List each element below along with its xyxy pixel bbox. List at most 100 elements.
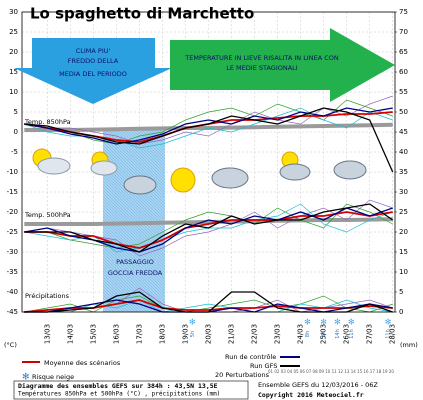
y-tick-label: 30 [9,8,18,16]
y2-tick-label: 10 [399,268,408,276]
y-tick-label: 15 [9,68,18,76]
y2-tick-label: 25 [399,208,408,216]
panel-label: Temp. 500hPa [24,211,71,219]
perturbation-line [24,299,393,313]
cloud-icon [90,160,118,176]
y-unit: (°C) [4,341,17,349]
lines [24,95,394,313]
y2-tick-label: 0 [399,308,403,316]
x-tick-label: 14/03 [66,324,74,344]
series-line [24,107,394,173]
cloud-icon [123,175,157,195]
snow-label: 14h [335,329,341,339]
y2-tick-label: 5 [399,288,403,296]
snow-marker: ✻ [320,318,327,327]
cloud-icon [37,157,71,175]
perturbation-line [24,107,393,149]
snow-marker: ✻ [189,318,196,327]
y2-tick-label: 50 [399,108,408,116]
cloud-icon [279,163,311,181]
x-tick-label: 28/03 [389,324,397,344]
annotation: GOCCIA FREDDA [108,269,163,277]
green-arrow [170,28,395,102]
x-tick-label: 27/03 [366,324,374,344]
y-tick-label: -30 [7,248,18,256]
y2-tick-label: 20 [399,228,408,236]
blue-arrow [14,38,172,104]
copyright: Copyright 2016 Meteociel.fr [258,391,364,399]
panel-label: Précipitations [25,292,70,300]
series-line [24,207,393,253]
cloud-icon [333,160,367,180]
x-tick-label: 26/03 [343,324,351,344]
snow-label: 11h [386,329,392,339]
caption: Diagramme des ensembles GEFS sur 384h : … [18,382,218,390]
perturbation-line [24,95,393,145]
snow-label: 8h [305,331,311,337]
caption-box [13,380,249,400]
snow-marker: ✻ [304,318,311,327]
annotation: FREDDO DELLA [68,57,119,65]
y2-tick-label: 55 [399,88,408,96]
x-tick-label: 16/03 [112,324,120,344]
series-line [24,211,393,249]
perturbation-line [24,295,393,313]
series-line [24,107,393,145]
y-tick-label: -45 [7,308,18,316]
x-tick-label: 15/03 [89,324,97,344]
x-tick-label: 25/03 [320,324,328,344]
y-tick-label: -10 [7,168,18,176]
x-tick-label: 13/03 [43,324,51,344]
perturbation-numbers: 01 02 03 04 05 06 07 08 09 10 11 12 13 1… [268,369,394,374]
subcaption: Températures 850hPa et 500hPa (°C) , pré… [18,391,220,398]
snow-icon: ✻ [22,373,30,383]
snow-label: 5h [190,331,196,337]
x-tick-label: 18/03 [158,324,166,344]
series-line [24,203,394,253]
x-tick-label: 21/03 [228,324,236,344]
y-tick-label: 25 [9,28,18,36]
weather-icons [32,148,367,195]
y2-tick-label: 60 [399,68,408,76]
perturbation-line [24,203,393,249]
y2-tick-label: 30 [399,188,408,196]
x-tick-label: 23/03 [274,324,282,344]
y2-tick-label: 65 [399,48,408,56]
plot-frame [21,11,396,313]
legend-label: Run de contrôle [225,353,276,361]
y-tick-label: -5 [11,148,18,156]
annotation: PASSAGGIO [116,258,154,266]
y2-tick-label: 45 [399,128,408,136]
snow-marker: ✻ [385,318,392,327]
y-tick-label: 5 [14,108,18,116]
annotation: LE MEDIE STAGIONALI [226,64,298,72]
panel-label: Temp. 850hPa [24,118,71,126]
y-tick-label: -35 [7,268,18,276]
y-tick-label: 0 [14,128,18,136]
legend-label: 20 Perturbations [215,371,270,379]
run-info: Ensemble GEFS du 12/03/2016 - 06Z [258,381,378,389]
y-tick-label: -20 [7,208,18,216]
snow-label: 8h [321,331,327,337]
y-tick-label: 10 [9,88,18,96]
y-tick-label: 20 [9,48,18,56]
cloud-icon [211,167,249,189]
y2-unit: (mm) [400,341,418,349]
x-tick-label: 17/03 [135,324,143,344]
snow-marker: ✻ [348,318,355,327]
y-tick-label: -15 [7,188,18,196]
x-tick-label: 22/03 [251,324,259,344]
chart-title: Lo spaghetto di Marchetto [30,5,254,23]
legend-label: Risque neige [32,373,74,381]
y-tick-label: -25 [7,228,18,236]
y2-tick-label: 75 [399,8,408,16]
perturbation-line [24,199,393,257]
legend-label: Moyenne des scénarios [44,359,121,367]
y-tick-label: -40 [7,288,18,296]
annotation: TEMPERATURE IN LIEVE RISALITA IN LINEA C… [184,54,339,62]
y2-tick-label: 70 [399,28,408,36]
annotation: CLIMA PIU' [76,47,111,55]
x-tick-label: 19/03 [181,324,189,344]
